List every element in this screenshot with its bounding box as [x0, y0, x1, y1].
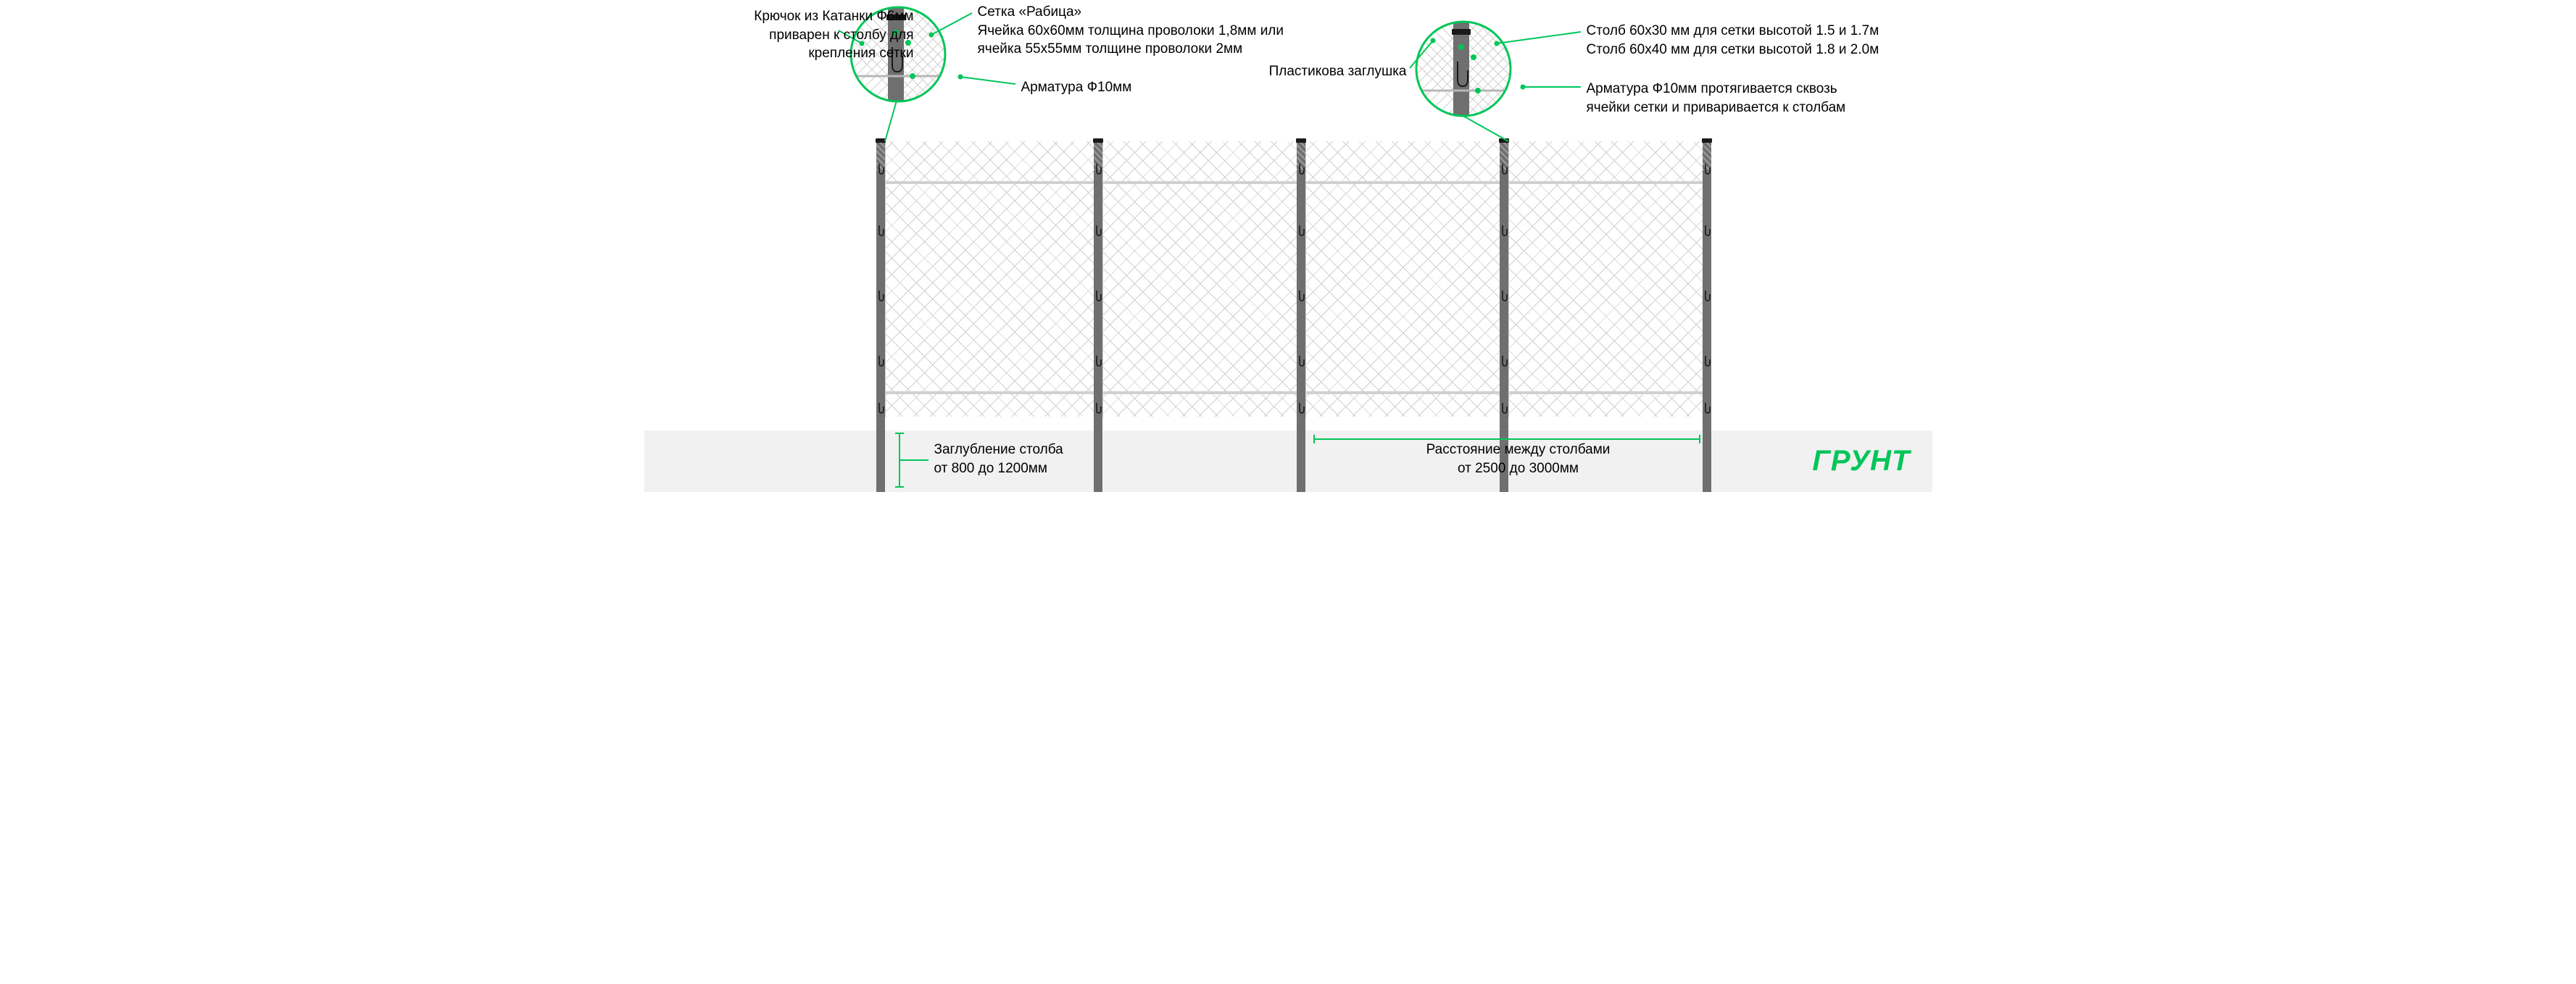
hook-icon — [1096, 290, 1102, 301]
post-cap — [1499, 138, 1509, 143]
hook-icon — [1096, 163, 1102, 175]
ground-logo: ГРУНТ — [1812, 445, 1910, 478]
label-rebar-short: Арматура Ф10мм — [1021, 78, 1282, 97]
label-post-size: Столб 60х30 мм для сетки высотой 1.5 и 1… — [1587, 22, 1932, 59]
fence-post — [876, 141, 885, 492]
tension-wire — [885, 391, 1703, 394]
hook-icon — [1502, 402, 1508, 414]
hook-icon — [1705, 163, 1711, 175]
hook-icon — [1299, 290, 1305, 301]
label-hook: Крючок из Катанки Ф6ммприварен к столбу … — [656, 7, 914, 63]
label-mesh: Сетка «Рабица»Ячейка 60х60мм толщина про… — [978, 3, 1616, 59]
hook-icon — [1502, 355, 1508, 367]
hook-icon — [1502, 163, 1508, 175]
hook-icon — [878, 402, 884, 414]
label-rebar-long: Арматура Ф10мм протягивается сквозьячейк… — [1587, 80, 1932, 117]
hook-icon — [1705, 290, 1711, 301]
fence-post — [1500, 141, 1508, 492]
hook-icon — [1502, 225, 1508, 236]
hook-icon — [1299, 355, 1305, 367]
hook-icon — [1705, 355, 1711, 367]
tension-wire — [885, 181, 1703, 184]
post-cap — [876, 138, 886, 143]
hook-icon — [878, 355, 884, 367]
hook-icon — [878, 290, 884, 301]
hook-icon — [878, 225, 884, 236]
hook-icon — [1096, 225, 1102, 236]
fence-post — [1297, 141, 1305, 492]
post-cap — [1296, 138, 1306, 143]
hook-icon — [1096, 402, 1102, 414]
hook-icon — [878, 163, 884, 175]
hook-icon — [1299, 402, 1305, 414]
fence-post — [1703, 141, 1711, 492]
dimension-spacing-label: Расстояние между столбамиот 2500 до 3000… — [1326, 441, 1711, 478]
ground-layer — [644, 430, 1932, 492]
post-cap — [1702, 138, 1712, 143]
dimension-depth-label: Заглубление столбаот 800 до 1200мм — [934, 441, 1063, 478]
hook-icon — [1299, 163, 1305, 175]
label-plastic-cap: Пластикова заглушка — [1123, 62, 1407, 81]
hook-icon — [1299, 225, 1305, 236]
fence-post — [1094, 141, 1102, 492]
hook-icon — [1502, 290, 1508, 301]
post-cap — [1093, 138, 1103, 143]
hook-icon — [1705, 402, 1711, 414]
diagram-canvas: Крючок из Катанки Ф6ммприварен к столбу … — [644, 0, 1932, 492]
hook-icon — [1705, 225, 1711, 236]
hook-icon — [1096, 355, 1102, 367]
